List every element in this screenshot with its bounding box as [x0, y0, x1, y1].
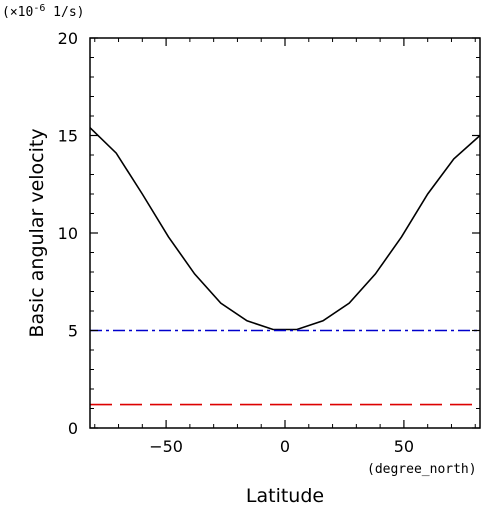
y-axis: 0 5 10 15 20 [58, 29, 480, 438]
x-axis: −50 0 50 [94, 38, 476, 456]
series-line-1 [89, 127, 481, 331]
x-axis-label: Latitude [246, 485, 324, 505]
y-tick-label: 5 [68, 322, 78, 341]
y-unit-label: (×10-6 1/s) [2, 3, 85, 20]
y-tick-label: 20 [58, 29, 78, 48]
y-tick-label: 10 [58, 224, 78, 243]
plot-frame [89, 37, 481, 429]
x-unit-label: (degree_north) [367, 462, 477, 477]
y-axis-label: Basic angular velocity [26, 128, 48, 337]
x-tick-label: 0 [280, 437, 290, 456]
y-tick-label: 15 [58, 127, 78, 146]
x-tick-label: 50 [394, 437, 414, 456]
series-layer [89, 127, 481, 406]
y-tick-label: 0 [68, 419, 78, 438]
x-tick-label: −50 [149, 437, 183, 456]
